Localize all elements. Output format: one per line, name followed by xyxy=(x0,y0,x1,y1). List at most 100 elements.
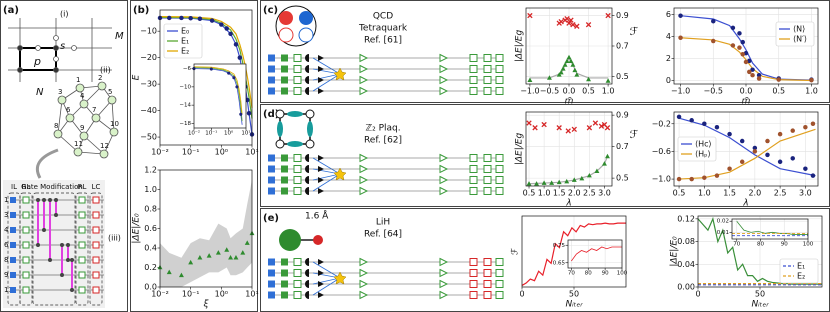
col-label: N xyxy=(36,87,44,98)
marker xyxy=(676,114,682,120)
gate-dot xyxy=(48,258,52,262)
marker xyxy=(594,168,600,173)
gate-lc xyxy=(92,271,100,279)
x-tick-label: 0.5 xyxy=(582,87,595,96)
gate xyxy=(495,87,504,95)
legend-box xyxy=(677,136,717,162)
marker xyxy=(558,69,564,75)
x-axis-label: Nᵢₜₑᵣ xyxy=(565,299,583,309)
node-label: 11 xyxy=(74,140,83,148)
marker xyxy=(572,67,578,73)
legend-label: E₁ xyxy=(797,262,805,271)
y-tick-label: 0.8 xyxy=(144,205,157,214)
gate xyxy=(318,259,324,265)
marker xyxy=(549,180,555,185)
icon xyxy=(298,27,314,43)
y2-tick-label: 0.7 xyxy=(616,42,629,51)
marker xyxy=(689,176,694,182)
marker xyxy=(527,77,533,82)
gate xyxy=(359,186,369,196)
gate-lc xyxy=(92,211,100,219)
marker xyxy=(810,121,816,126)
marker xyxy=(776,77,781,82)
node-label: 3 xyxy=(58,88,62,96)
gate xyxy=(359,86,369,96)
link xyxy=(312,277,341,296)
node-label: 9 xyxy=(80,124,84,132)
star xyxy=(333,167,347,181)
plot-frame xyxy=(697,215,823,288)
gate xyxy=(483,176,492,184)
gate xyxy=(439,53,449,63)
star xyxy=(333,271,347,285)
gate xyxy=(268,154,275,162)
graph-label: (ii) xyxy=(100,66,111,75)
gate xyxy=(469,280,478,288)
model-label: Tetraquark xyxy=(358,24,408,34)
gate xyxy=(483,76,492,84)
marker xyxy=(562,62,568,67)
marker xyxy=(239,112,243,116)
x-tick-label: 1.0 xyxy=(538,189,551,198)
gate-dot xyxy=(70,288,74,292)
y-tick-label: 0.00 xyxy=(677,283,695,292)
gate xyxy=(318,292,324,298)
x-tick-label: 0.5 xyxy=(673,189,686,198)
gate-rl xyxy=(22,211,30,219)
marker xyxy=(166,269,172,275)
link xyxy=(312,173,341,181)
arrow xyxy=(35,148,59,179)
link xyxy=(312,57,341,75)
y2-axis-label: ℱ xyxy=(630,25,639,38)
y-axis-label: ℱ xyxy=(511,248,521,255)
marker xyxy=(240,250,246,255)
gate xyxy=(495,176,504,184)
marker xyxy=(711,18,716,24)
y-tick-label: 4 xyxy=(666,32,671,41)
gate xyxy=(483,258,492,266)
gate xyxy=(439,153,449,163)
marker xyxy=(233,42,239,47)
marker xyxy=(727,131,732,137)
gate-dot xyxy=(60,273,64,277)
icon xyxy=(307,121,313,137)
x-tick-label: 80 xyxy=(585,270,592,276)
x-tick-label: 80 xyxy=(757,241,764,247)
circuit-group xyxy=(75,192,89,306)
marker xyxy=(571,126,577,133)
line xyxy=(193,67,243,122)
marker xyxy=(188,15,193,21)
x-tick-label: 1.5 xyxy=(553,189,566,198)
gate xyxy=(305,154,309,162)
x-tick-label: 10⁻² xyxy=(151,148,169,157)
gate xyxy=(293,280,302,288)
column-label: Gate Modification xyxy=(21,183,83,191)
gate xyxy=(439,75,449,85)
gate xyxy=(305,280,309,288)
gate xyxy=(439,268,449,278)
gate xyxy=(293,65,302,73)
panel-label: (d) xyxy=(263,109,279,120)
gate-dot xyxy=(54,198,58,202)
y2-tick-label: 0.9 xyxy=(616,11,629,20)
marker xyxy=(526,120,532,126)
lattice xyxy=(8,18,112,82)
gate-dot xyxy=(36,198,40,202)
marker xyxy=(179,15,184,21)
marker xyxy=(676,176,682,182)
graph-node xyxy=(79,99,89,109)
y2-tick-label: 0.5 xyxy=(616,72,629,81)
node-label: 4 xyxy=(80,92,85,100)
x-axis-label: m̄ xyxy=(742,96,751,106)
x-axis-label: λ xyxy=(742,198,748,208)
plot-frame xyxy=(159,169,253,288)
y-axis-label: |ΔE|/E₀ xyxy=(670,236,680,267)
x-tick-label: 100 xyxy=(617,270,628,276)
gate-il xyxy=(10,197,16,203)
marker xyxy=(546,75,552,80)
y-tick-label: 6 xyxy=(666,10,671,19)
marker xyxy=(564,15,570,22)
gate xyxy=(268,187,275,195)
panel-label: (a) xyxy=(3,5,19,16)
gate xyxy=(305,65,309,73)
